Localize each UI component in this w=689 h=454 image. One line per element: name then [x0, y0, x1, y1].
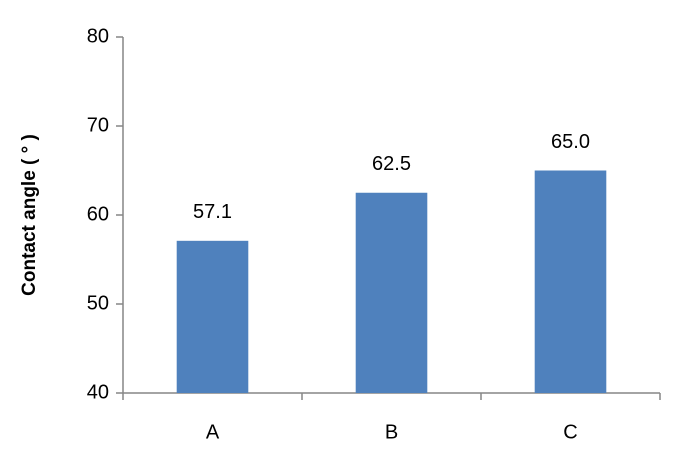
value-label: 62.5	[372, 153, 411, 175]
y-tick-label: 50	[87, 292, 109, 314]
y-axis-label: Contact angle ( ° )	[19, 134, 40, 296]
y-tick-label: 70	[87, 114, 109, 136]
bar	[534, 170, 607, 393]
x-tick-label: C	[563, 421, 577, 443]
bar	[176, 240, 249, 393]
x-tick-label: A	[206, 421, 220, 443]
bar	[355, 192, 428, 393]
y-tick-label: 60	[87, 203, 109, 225]
x-tick-label: B	[385, 421, 398, 443]
y-tick-label: 80	[87, 25, 109, 47]
value-label: 65.0	[551, 131, 590, 153]
y-tick-label: 40	[87, 381, 109, 403]
value-label: 57.1	[193, 201, 232, 223]
